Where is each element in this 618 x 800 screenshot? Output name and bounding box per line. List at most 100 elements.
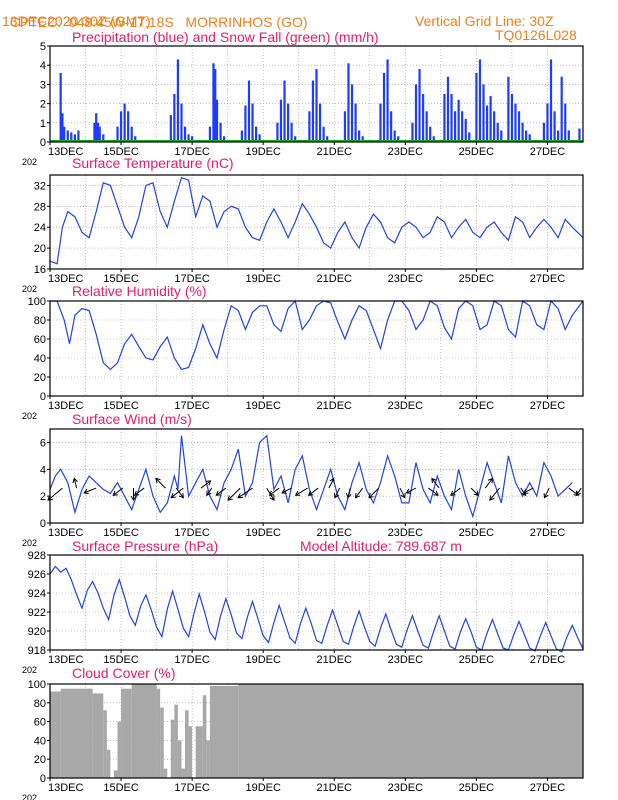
- cloud-bar: [131, 684, 157, 778]
- wind-arrow-head: [489, 495, 495, 501]
- wind-arrow: [368, 487, 380, 499]
- precip-title: Precipitation (blue) and Snow Fall (gree…: [72, 29, 379, 45]
- precip-bar: [169, 115, 172, 142]
- precip-bar: [358, 130, 361, 142]
- wind-arrow: [84, 487, 97, 494]
- humidity-xtick-label: 27DEC: [530, 400, 566, 412]
- wind-arrow: [295, 487, 308, 496]
- humidity-xtick-label: 25DEC: [459, 400, 495, 412]
- wind-arrow-head: [346, 493, 352, 499]
- precip-bar: [446, 76, 450, 142]
- wind-arrow: [73, 478, 78, 489]
- precip-xtick-label: 13DEC: [48, 146, 84, 158]
- precip-bar: [223, 136, 226, 142]
- temperature-title: Surface Temperature (nC): [72, 155, 234, 171]
- header-location: MORRINHOS (GO): [185, 14, 308, 30]
- cloud-xtick-label: 19DEC: [245, 782, 281, 794]
- precip-bar: [212, 63, 215, 142]
- cloud-bar: [174, 704, 178, 778]
- cloud-bar: [206, 740, 210, 778]
- cloud-bar: [195, 726, 203, 778]
- precip-bar: [411, 122, 414, 142]
- wind-arrow-head: [543, 492, 549, 499]
- temperature-frame: [49, 174, 584, 270]
- precip-bar: [528, 134, 531, 142]
- wind-arrow-head: [354, 492, 361, 499]
- precip-bar: [549, 59, 553, 142]
- wind-arrow-head: [83, 488, 89, 495]
- header-vertical-grid: Vertical Grid Line: 30Z: [415, 13, 554, 29]
- cloud-bar: [185, 710, 189, 778]
- temperature-xtick-label: 23DEC: [388, 273, 424, 285]
- pressure-ytick-label: 924: [28, 588, 46, 600]
- precip-bar: [240, 130, 243, 142]
- precip-bar: [290, 122, 293, 142]
- precip-bar: [453, 111, 457, 142]
- precip-bar: [123, 103, 126, 142]
- humidity-xtick-label: 19DEC: [245, 400, 281, 412]
- pressure-xtick-label: 13DEC: [48, 654, 84, 666]
- wind-arrow: [155, 478, 166, 489]
- wind-arrow: [355, 487, 364, 498]
- precip-bar: [475, 72, 478, 142]
- precip-bar: [66, 130, 69, 142]
- humidity-xtick-label: 23DEC: [388, 400, 424, 412]
- precip-bar: [134, 136, 137, 142]
- precip-bar: [507, 76, 510, 142]
- wind-arrow-head: [281, 488, 287, 494]
- cloud-xtick-label: 27DEC: [530, 782, 566, 794]
- precip-bar: [119, 111, 123, 142]
- wind-title: Surface Wind (m/s): [72, 411, 192, 427]
- cloud-bar: [156, 688, 161, 778]
- cloud-xtick-label: 15DEC: [103, 782, 139, 794]
- precip-bar: [350, 84, 354, 142]
- precip-bar: [564, 103, 567, 142]
- wind-arrow: [484, 478, 493, 489]
- precip-ytick-label: 5: [40, 41, 46, 53]
- wind-arrow-head: [487, 477, 494, 484]
- pressure-ytick-label: 922: [28, 607, 46, 619]
- precip-bar: [308, 111, 311, 142]
- precip-bar: [244, 105, 247, 142]
- precip-bar: [59, 72, 62, 142]
- precip-bar: [361, 136, 364, 142]
- precip-bar: [315, 69, 318, 142]
- pressure-ytick-label: 926: [28, 569, 46, 581]
- temperature-ytick-label: 16: [34, 264, 46, 276]
- temperature-xtick-year: 202: [22, 284, 37, 294]
- wind-arrow-head: [269, 495, 275, 501]
- wind-arrow: [200, 480, 211, 489]
- humidity-ytick-label: 40: [34, 353, 46, 365]
- cloud-ytick-label: 60: [34, 717, 46, 729]
- precip-bar: [347, 63, 350, 142]
- wind-arrow-head: [333, 492, 340, 499]
- precip-bar: [510, 94, 514, 142]
- precip-bar: [464, 118, 467, 142]
- precip-frame: [49, 45, 584, 143]
- wind-arrow-head: [368, 493, 374, 499]
- cloud-ytick-label: 40: [34, 735, 46, 747]
- cloud-bar: [170, 719, 175, 778]
- precip-bar: [251, 103, 254, 142]
- cloud-xtick-label: 23DEC: [388, 782, 424, 794]
- cloud-bar: [188, 726, 193, 778]
- wind-arrow: [269, 487, 280, 496]
- model-altitude: Model Altitude: 789.687 m: [300, 538, 462, 554]
- precip-ytick-label: 4: [40, 60, 46, 72]
- pressure-frame: [49, 554, 584, 651]
- wind-xtick-label: 27DEC: [530, 527, 566, 539]
- cloud-bar: [163, 768, 168, 778]
- pressure-xtick-label: 17DEC: [174, 654, 210, 666]
- wind-xtick-label: 23DEC: [388, 527, 424, 539]
- wind-arrow: [170, 487, 184, 499]
- wind-arrow-head: [237, 493, 243, 499]
- humidity-xtick-year: 202: [22, 411, 37, 421]
- wind-xtick-label: 17DEC: [174, 527, 210, 539]
- precip-bar: [397, 136, 400, 142]
- wind-xtick-label: 21DEC: [317, 527, 353, 539]
- precip-bar: [557, 130, 560, 142]
- wind-arrow: [308, 487, 319, 496]
- humidity-xtick-label: 17DEC: [174, 400, 210, 412]
- wind-arrow-head: [268, 490, 275, 496]
- precip-bar: [208, 126, 211, 142]
